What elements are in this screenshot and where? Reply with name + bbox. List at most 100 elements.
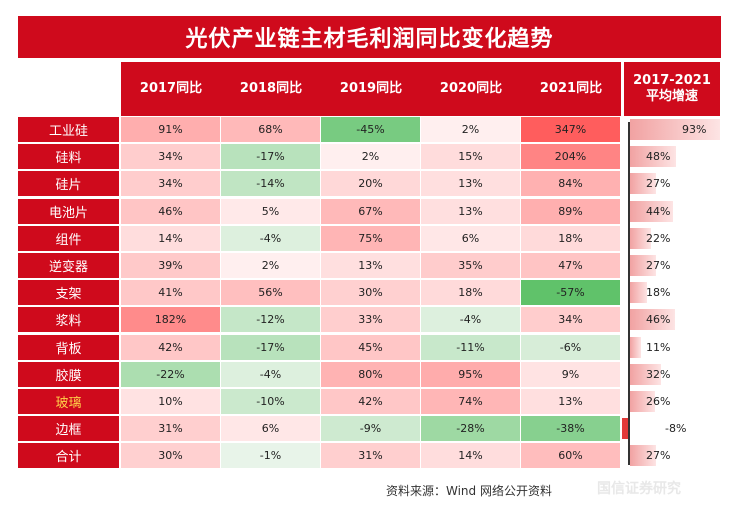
- table-cell: -14%: [221, 171, 320, 196]
- row-label: 浆料: [18, 307, 119, 332]
- avg-value: -8%: [665, 422, 687, 435]
- table-cell: -38%: [521, 416, 620, 441]
- row-label: 支架: [18, 280, 119, 305]
- header-band: [121, 62, 621, 116]
- avg-axis: [628, 122, 630, 465]
- table-cell: 45%: [321, 335, 420, 360]
- table-cell: 67%: [321, 199, 420, 224]
- avg-value: 44%: [646, 205, 671, 218]
- table-cell: 33%: [321, 307, 420, 332]
- table-cell: 84%: [521, 171, 620, 196]
- avg-bar: [630, 364, 661, 385]
- avg-value: 46%: [646, 313, 671, 326]
- table-cell: 13%: [421, 199, 520, 224]
- row-label: 电池片: [18, 199, 119, 224]
- table-cell: 39%: [121, 253, 220, 278]
- avg-bar: [630, 445, 656, 466]
- avg-bar: [630, 201, 673, 222]
- table-cell: -12%: [221, 307, 320, 332]
- avg-bar: [630, 255, 656, 276]
- table-cell: 41%: [121, 280, 220, 305]
- header-band-avg: [624, 62, 720, 116]
- row-label: 背板: [18, 335, 119, 360]
- table-cell: 56%: [221, 280, 320, 305]
- table-cell: 35%: [421, 253, 520, 278]
- table-cell: -11%: [421, 335, 520, 360]
- table-cell: 6%: [421, 226, 520, 251]
- table-cell: 30%: [321, 280, 420, 305]
- table-cell: 95%: [421, 362, 520, 387]
- row-label: 合计: [18, 443, 119, 468]
- table-cell: 10%: [121, 389, 220, 414]
- table-cell: 9%: [521, 362, 620, 387]
- avg-value: 48%: [646, 150, 671, 163]
- avg-bar: [630, 337, 641, 358]
- avg-value: 18%: [646, 286, 671, 299]
- table-cell: 20%: [321, 171, 420, 196]
- row-label: 硅料: [18, 144, 119, 169]
- avg-bar: [630, 146, 676, 167]
- avg-bar: [630, 119, 720, 140]
- avg-bar: [630, 173, 656, 194]
- avg-header-line2: 平均增速: [645, 89, 698, 104]
- table-cell: -57%: [521, 280, 620, 305]
- avg-bar: [622, 418, 630, 439]
- avg-value: 93%: [682, 123, 707, 136]
- table-cell: 89%: [521, 199, 620, 224]
- row-label: 硅片: [18, 171, 119, 196]
- row-label: 边框: [18, 416, 119, 441]
- source-note: 资料来源：Wind 网络公开资料: [386, 484, 552, 498]
- table-cell: 14%: [421, 443, 520, 468]
- row-label: 组件: [18, 226, 119, 251]
- table-cell: 31%: [121, 416, 220, 441]
- column-header: 2018同比: [239, 81, 303, 96]
- table-cell: 18%: [521, 226, 620, 251]
- page-title: 光伏产业链主材毛利润同比变化趋势: [18, 16, 721, 58]
- row-label: 逆变器: [18, 253, 119, 278]
- table-cell: 34%: [121, 144, 220, 169]
- table-cell: 60%: [521, 443, 620, 468]
- table-cell: 34%: [121, 171, 220, 196]
- avg-value: 27%: [646, 177, 671, 190]
- avg-header-line1: 2017-2021: [633, 73, 711, 88]
- table-cell: 2%: [421, 117, 520, 142]
- table-cell: 204%: [521, 144, 620, 169]
- table-cell: 46%: [121, 199, 220, 224]
- column-header: 2020同比: [439, 81, 503, 96]
- avg-bar: [630, 282, 647, 303]
- avg-value: 26%: [646, 395, 671, 408]
- table-cell: -4%: [221, 362, 320, 387]
- table-cell: -28%: [421, 416, 520, 441]
- table-cell: -45%: [321, 117, 420, 142]
- avg-bar: [630, 228, 651, 249]
- table-cell: 74%: [421, 389, 520, 414]
- column-header: 2017同比: [139, 81, 203, 96]
- table-cell: 182%: [121, 307, 220, 332]
- row-label: 玻璃: [18, 389, 119, 414]
- table-cell: 42%: [121, 335, 220, 360]
- avg-value: 27%: [646, 259, 671, 272]
- watermark: 国信证券研究: [597, 481, 681, 497]
- table-cell: 2%: [321, 144, 420, 169]
- table-cell: -6%: [521, 335, 620, 360]
- table-cell: -4%: [421, 307, 520, 332]
- avg-value: 32%: [646, 368, 671, 381]
- table-cell: -17%: [221, 144, 320, 169]
- table-cell: -4%: [221, 226, 320, 251]
- table-cell: 15%: [421, 144, 520, 169]
- table-cell: 30%: [121, 443, 220, 468]
- table-cell: 31%: [321, 443, 420, 468]
- table-cell: -22%: [121, 362, 220, 387]
- table-cell: 13%: [321, 253, 420, 278]
- table-cell: -1%: [221, 443, 320, 468]
- table-cell: 34%: [521, 307, 620, 332]
- row-label: 工业硅: [18, 117, 119, 142]
- table-cell: -10%: [221, 389, 320, 414]
- avg-bar: [630, 309, 675, 330]
- table-cell: 13%: [521, 389, 620, 414]
- avg-value: 22%: [646, 232, 671, 245]
- avg-value: 27%: [646, 449, 671, 462]
- table-cell: 347%: [521, 117, 620, 142]
- avg-value: 11%: [646, 341, 671, 354]
- table-cell: 91%: [121, 117, 220, 142]
